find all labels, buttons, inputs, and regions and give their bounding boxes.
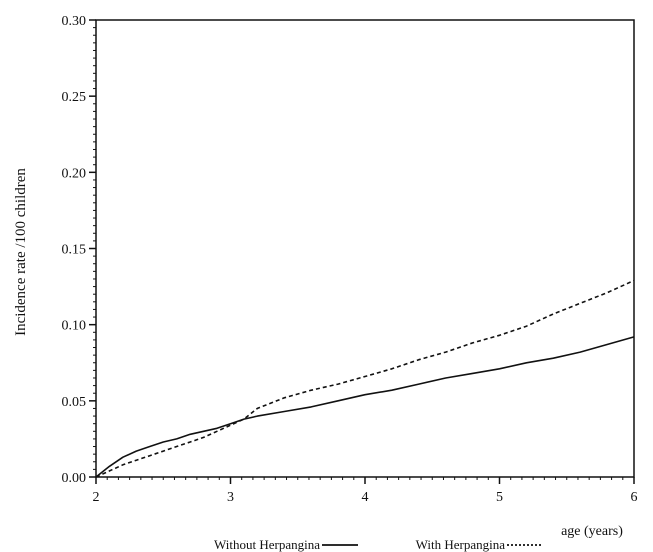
y-tick-label: 0.00	[62, 471, 87, 486]
x-tick-label: 6	[631, 490, 638, 505]
x-tick-label: 4	[362, 490, 369, 505]
plot-border	[95, 19, 635, 478]
x-axis: 2 3 4 5 6	[93, 477, 638, 505]
plot-frame	[95, 19, 635, 478]
x-tick-label: 3	[227, 490, 234, 505]
x-tick-label: 2	[93, 490, 100, 505]
legend-label-with-herpangina: With Herpangina	[416, 537, 506, 552]
x-axis-label: age (years)	[561, 524, 623, 539]
series-line-without-herpangina	[95, 336, 635, 478]
y-tick-label: 0.25	[62, 90, 87, 105]
y-axis-label: Incidence rate /100 children	[13, 168, 29, 336]
series-line-with-herpangina	[95, 279, 635, 478]
y-tick-label: 0.20	[62, 166, 87, 181]
legend: Without Herpangina With Herpangina	[214, 537, 541, 552]
y-tick-label: 0.10	[62, 319, 87, 334]
y-axis: 0.00 0.05 0.10 0.15 0.20 0.25 0.30	[62, 14, 96, 486]
legend-label-without-herpangina: Without Herpangina	[214, 537, 320, 552]
series-layer	[95, 279, 635, 478]
x-tick-label: 5	[496, 490, 503, 505]
y-tick-label: 0.15	[62, 243, 87, 258]
y-tick-label: 0.05	[62, 395, 87, 410]
y-tick-label: 0.30	[62, 14, 87, 29]
